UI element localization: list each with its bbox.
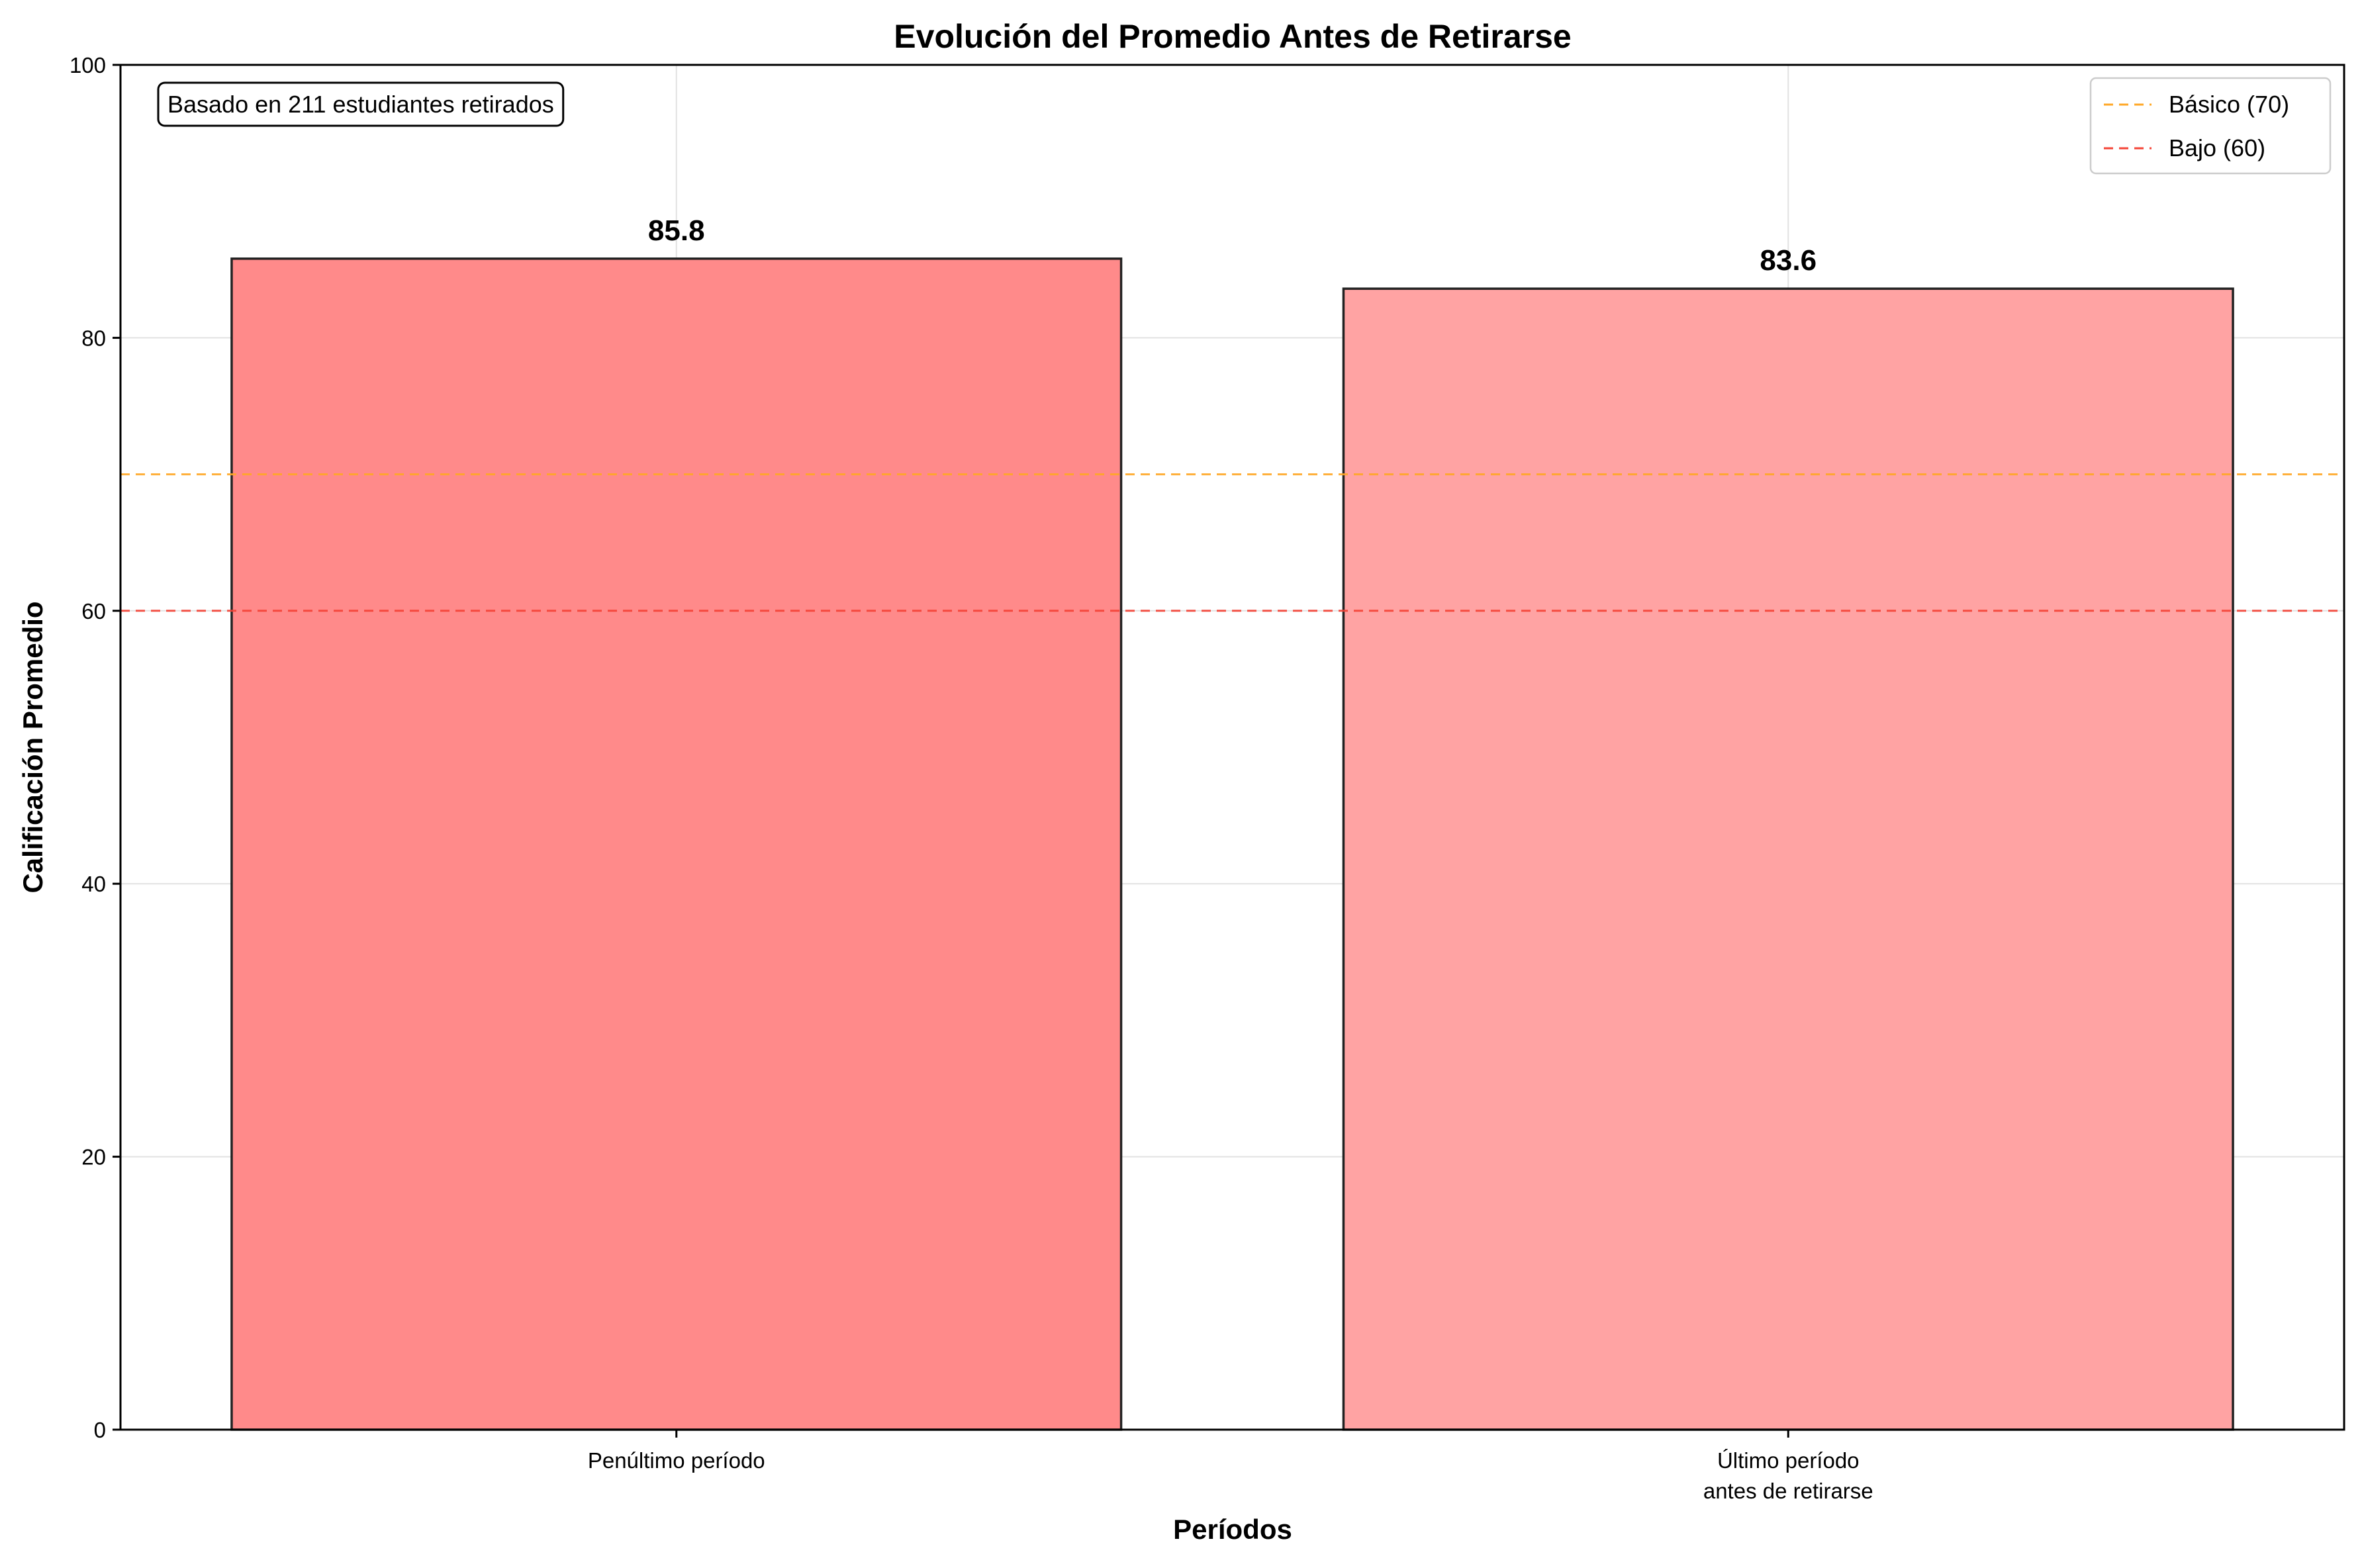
- y-tick-label: 80: [81, 326, 106, 350]
- chart-title: Evolución del Promedio Antes de Retirars…: [894, 18, 1571, 55]
- legend-label: Básico (70): [2169, 91, 2289, 118]
- bar: [1342, 287, 2234, 1431]
- x-tick-label: antes de retirarse: [1703, 1479, 1873, 1503]
- legend-label: Bajo (60): [2169, 134, 2265, 161]
- x-tick-label: Penúltimo período: [588, 1448, 765, 1473]
- legend-frame: [2089, 77, 2332, 175]
- annotation-text: Basado en 211 estudiantes retirados: [167, 91, 554, 118]
- y-tick-label: 40: [81, 872, 106, 896]
- y-tick-label: 100: [70, 53, 106, 77]
- reference-lines: [120, 473, 2344, 612]
- x-tick-label: Último período: [1717, 1448, 1860, 1473]
- plot-frame: [119, 64, 2345, 1431]
- bar-value-label: 83.6: [1760, 244, 1817, 277]
- axes: 0 20 40 60 80 100 Penúltimo período Último perí…: [70, 53, 2345, 1503]
- y-tick-label: 0: [94, 1418, 106, 1442]
- bars: 85.8 83.6: [230, 214, 2234, 1431]
- y-tick-label: 20: [81, 1145, 106, 1170]
- bar: [230, 257, 1123, 1431]
- y-axis-label: Calificación Promedio: [17, 601, 48, 893]
- x-axis-label: Períodos: [1173, 1514, 1292, 1545]
- bar-value-label: 85.8: [648, 214, 705, 247]
- y-tick-label: 60: [81, 599, 106, 623]
- legend: Básico (70) Bajo (60): [2089, 77, 2332, 175]
- annotation-box: Basado en 211 estudiantes retirados: [157, 81, 565, 127]
